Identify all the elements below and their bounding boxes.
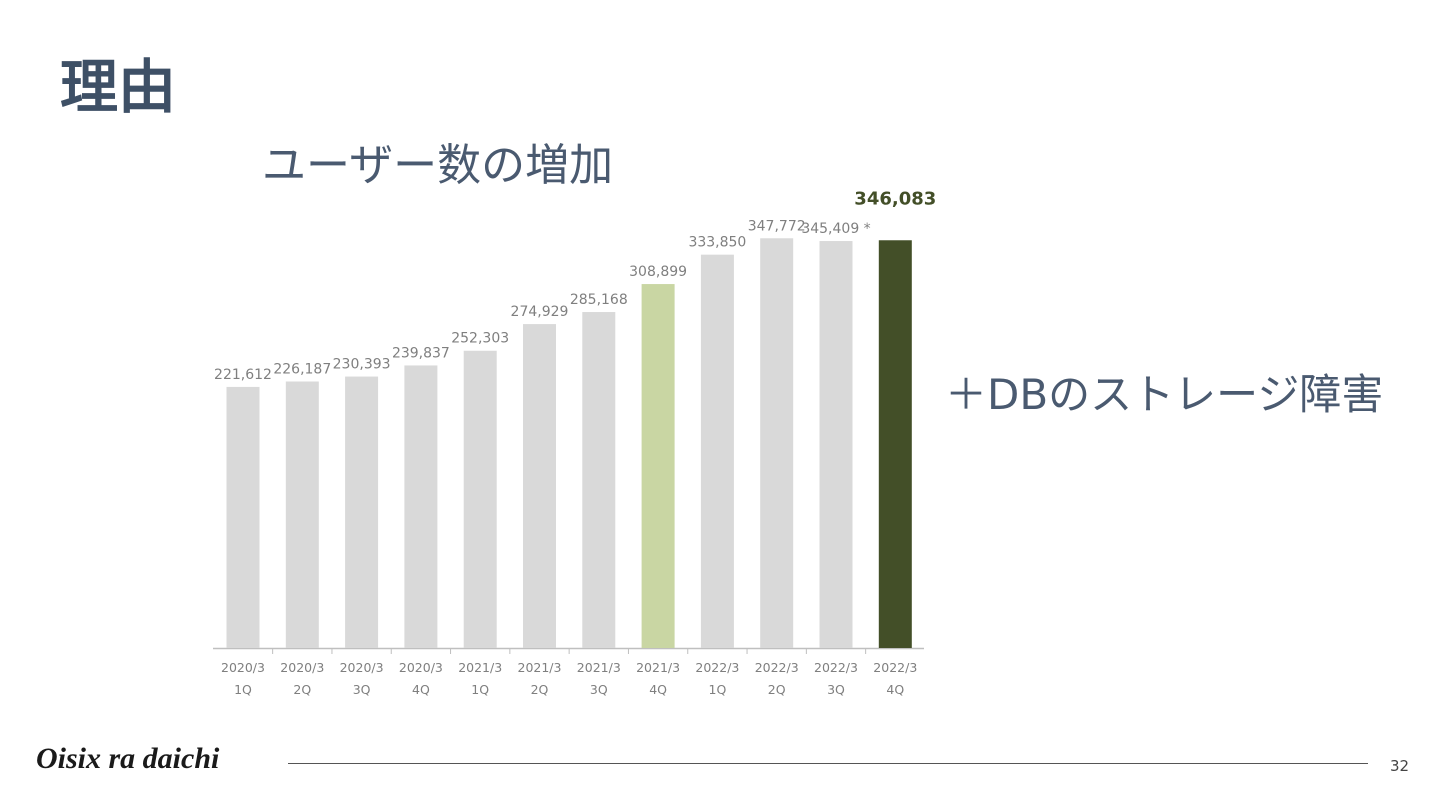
x-tick-label-7-quarter: 3Q <box>590 682 608 697</box>
data-label-7: 285,168 <box>570 292 628 308</box>
x-tick-label-4-quarter: 4Q <box>412 682 430 697</box>
bar-1 <box>226 386 260 648</box>
x-tick-label-2-year: 2020/3 <box>280 660 324 675</box>
x-tick-label-1-quarter: 1Q <box>234 682 252 697</box>
x-tick-label-4-year: 2020/3 <box>399 660 443 675</box>
data-label-2: 226,187 <box>273 362 331 378</box>
company-logo: Oisix ra daichi <box>36 742 220 775</box>
x-tick-label-11-year: 2022/3 <box>814 660 858 675</box>
x-tick-label-12-year: 2022/3 <box>873 660 917 675</box>
x-tick-label-1-year: 2020/3 <box>221 660 265 675</box>
db-storage-failure-note: ＋DBのストレージ障害 <box>945 370 1384 419</box>
x-tick-label-11-quarter: 3Q <box>827 682 845 697</box>
data-label-10: 347,772 <box>748 218 806 234</box>
x-tick-label-12-quarter: 4Q <box>886 682 904 697</box>
bar-10 <box>760 238 794 648</box>
data-label-6: 274,929 <box>511 304 569 320</box>
x-tick-label-3-quarter: 3Q <box>353 682 371 697</box>
x-tick-label-5-quarter: 1Q <box>471 682 489 697</box>
x-tick-label-10-quarter: 2Q <box>768 682 786 697</box>
bar-4 <box>404 365 438 648</box>
footer-divider <box>288 763 1368 764</box>
x-tick-label-5-year: 2021/3 <box>458 660 502 675</box>
chart-subtitle: ユーザー数の増加 <box>262 140 614 191</box>
data-label-1: 221,612 <box>214 367 272 383</box>
data-label-3: 230,393 <box>333 357 391 373</box>
x-tick-label-9-year: 2022/3 <box>695 660 739 675</box>
bar-2 <box>285 381 319 648</box>
x-tick-label-8-year: 2021/3 <box>636 660 680 675</box>
bar-7 <box>582 312 616 648</box>
data-label-11: 345,409 * <box>801 221 870 237</box>
x-tick-label-6-quarter: 2Q <box>531 682 549 697</box>
page-number: 32 <box>1390 757 1410 775</box>
bar-6 <box>523 324 556 648</box>
x-tick-label-3-year: 2020/3 <box>340 660 384 675</box>
x-tick-label-10-year: 2022/3 <box>755 660 799 675</box>
slide-title: 理由 <box>60 53 177 121</box>
x-tick-label-2-quarter: 2Q <box>293 682 311 697</box>
bar-5 <box>463 350 497 648</box>
x-tick-label-8-quarter: 4Q <box>649 682 667 697</box>
data-label-5: 252,303 <box>451 331 509 347</box>
data-label-12: 346,083 <box>854 188 936 209</box>
data-label-9: 333,850 <box>688 235 746 251</box>
x-tick-label-7-year: 2021/3 <box>577 660 621 675</box>
bar-12 <box>878 240 912 648</box>
x-tick-label-9-quarter: 1Q <box>709 682 727 697</box>
x-tick-label-6-year: 2021/3 <box>518 660 562 675</box>
bar-8 <box>641 284 675 648</box>
data-label-8: 308,899 <box>629 264 687 280</box>
data-label-4: 239,837 <box>392 345 450 361</box>
bar-3 <box>345 376 379 648</box>
bar-11 <box>819 241 853 648</box>
bar-9 <box>700 254 734 649</box>
